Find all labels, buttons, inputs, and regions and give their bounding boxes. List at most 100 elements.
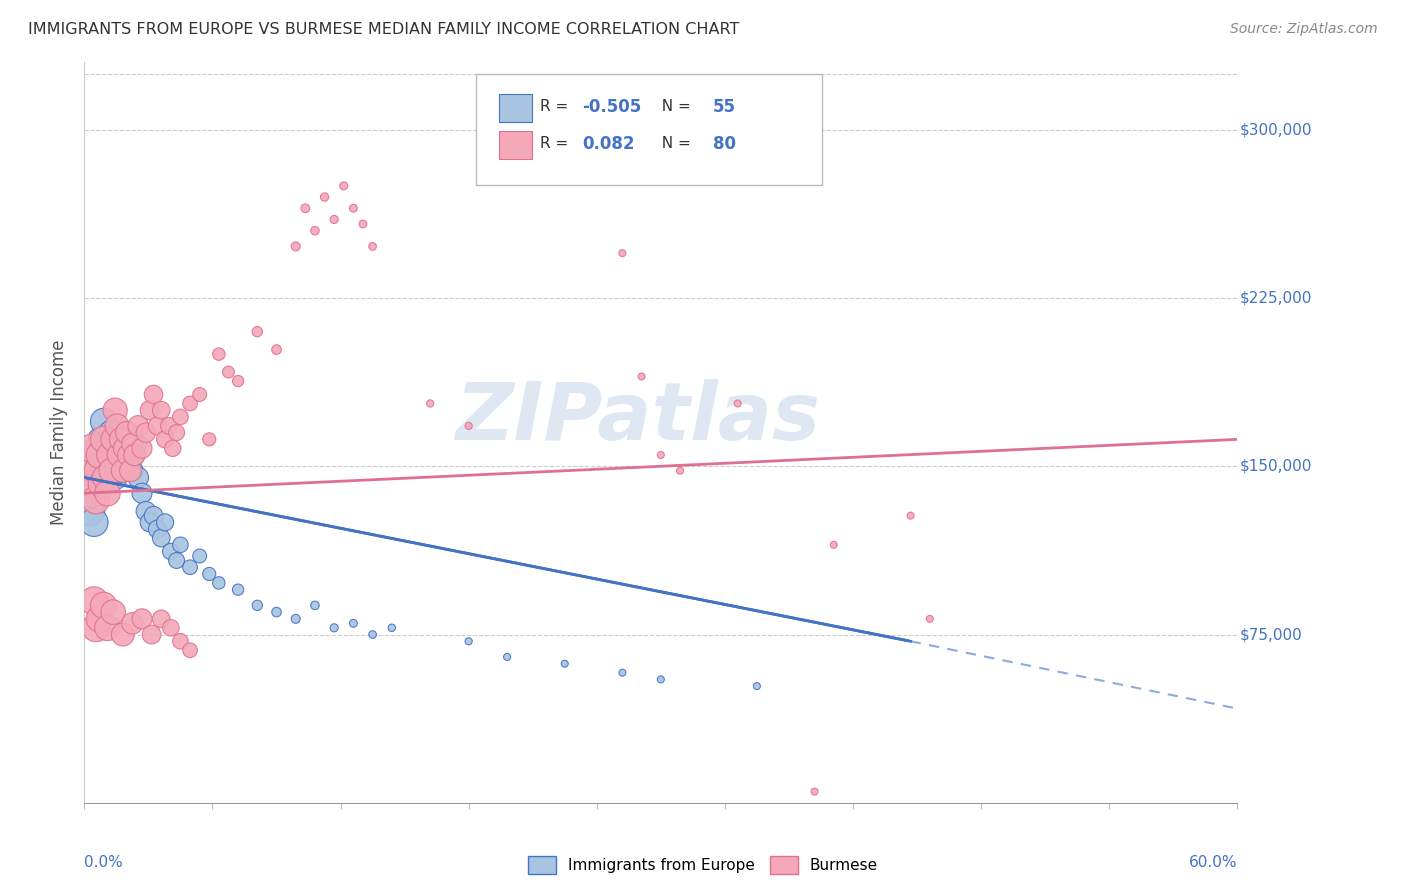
Point <box>496 650 519 665</box>
Point <box>612 246 634 260</box>
Point <box>94 448 117 462</box>
Point <box>457 418 479 433</box>
Point <box>141 627 163 641</box>
Point <box>110 464 132 478</box>
Text: -0.505: -0.505 <box>582 98 641 116</box>
Point <box>162 442 184 456</box>
Point <box>304 224 326 238</box>
Point <box>304 599 326 613</box>
Text: $150,000: $150,000 <box>1240 458 1312 474</box>
Y-axis label: Median Family Income: Median Family Income <box>51 340 69 525</box>
Point <box>246 599 269 613</box>
Point <box>108 448 131 462</box>
Point <box>84 621 107 635</box>
Point <box>284 239 307 253</box>
Point <box>93 599 115 613</box>
Point <box>127 470 149 484</box>
Point <box>114 442 136 456</box>
Point <box>745 679 768 693</box>
Point <box>90 433 112 447</box>
Point <box>142 387 165 401</box>
Point <box>103 433 124 447</box>
Point <box>150 403 173 417</box>
Point <box>77 470 100 484</box>
Text: 55: 55 <box>713 98 735 116</box>
Point <box>150 612 173 626</box>
Point <box>120 464 142 478</box>
Point <box>669 464 692 478</box>
Point <box>104 403 127 417</box>
Text: $225,000: $225,000 <box>1240 291 1312 305</box>
Text: 0.082: 0.082 <box>582 135 636 153</box>
Point <box>198 566 221 581</box>
Point <box>138 403 160 417</box>
Point <box>110 433 132 447</box>
Point <box>125 437 148 451</box>
Point <box>179 560 201 574</box>
Point <box>87 464 110 478</box>
Point <box>124 448 146 462</box>
Point <box>131 486 153 500</box>
Point <box>361 239 384 253</box>
Text: $75,000: $75,000 <box>1240 627 1302 642</box>
Point <box>361 627 384 641</box>
Point <box>104 470 127 484</box>
Text: 0.0%: 0.0% <box>84 855 124 870</box>
Point <box>266 605 288 619</box>
Point <box>226 582 249 597</box>
Point <box>918 612 941 626</box>
Point <box>94 470 117 484</box>
Point <box>218 365 240 379</box>
Point <box>554 657 576 671</box>
Point <box>179 643 201 657</box>
Point <box>650 673 672 687</box>
Point <box>135 425 157 440</box>
Text: R =: R = <box>540 99 572 114</box>
Point <box>226 374 249 388</box>
Point <box>198 433 221 447</box>
Point <box>381 621 404 635</box>
Text: $300,000: $300,000 <box>1240 122 1312 137</box>
Point <box>103 442 124 456</box>
Point <box>117 448 139 462</box>
Point <box>93 433 115 447</box>
Point <box>457 634 479 648</box>
Point <box>900 508 922 523</box>
Point <box>131 612 153 626</box>
Point <box>630 369 652 384</box>
FancyBboxPatch shape <box>499 94 531 121</box>
Point <box>294 201 316 215</box>
Point <box>79 504 101 518</box>
Point <box>87 464 110 478</box>
Point <box>89 612 111 626</box>
Point <box>169 409 191 424</box>
Point <box>179 396 201 410</box>
Point <box>79 464 101 478</box>
Point <box>823 538 845 552</box>
Point <box>153 433 176 447</box>
Point <box>284 612 307 626</box>
Point <box>323 212 346 227</box>
Point <box>131 442 153 456</box>
Point <box>157 418 180 433</box>
Point <box>342 201 364 215</box>
Point <box>138 516 160 530</box>
Point <box>166 425 188 440</box>
Point <box>121 464 143 478</box>
Point <box>121 437 143 451</box>
Point <box>83 477 105 491</box>
Point <box>135 504 157 518</box>
Point <box>98 448 121 462</box>
Point <box>727 396 749 410</box>
Point <box>115 425 138 440</box>
Point <box>114 442 136 456</box>
Point <box>77 448 100 462</box>
Point <box>84 492 107 507</box>
FancyBboxPatch shape <box>477 73 823 185</box>
Point <box>89 448 111 462</box>
Point <box>90 477 112 491</box>
Point <box>121 616 143 631</box>
Point <box>208 576 231 591</box>
Point <box>323 621 346 635</box>
Text: Source: ZipAtlas.com: Source: ZipAtlas.com <box>1230 22 1378 37</box>
